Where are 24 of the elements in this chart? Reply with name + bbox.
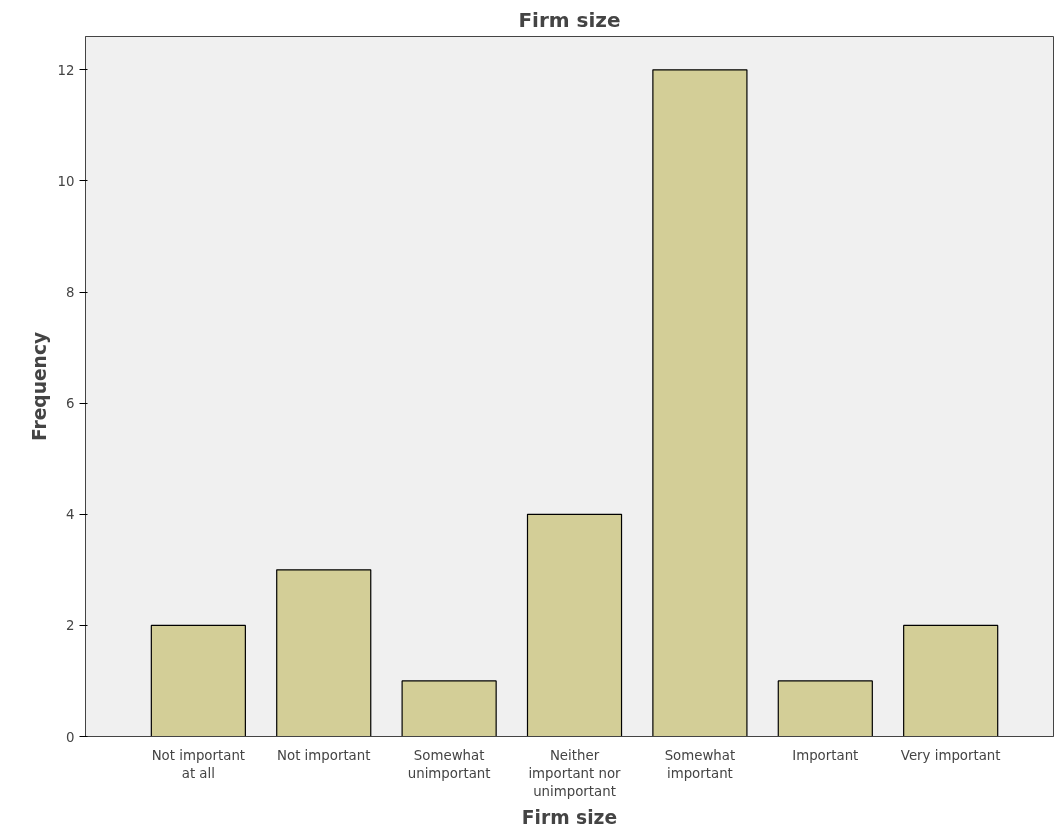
x-tick-label: Important bbox=[792, 747, 859, 763]
x-axis-title: Firm size bbox=[521, 806, 618, 828]
x-tick-label: Not important at all bbox=[151, 747, 246, 781]
y-tick-label: 12 bbox=[57, 62, 75, 78]
bar bbox=[401, 680, 497, 737]
bar bbox=[276, 569, 372, 737]
bar bbox=[526, 513, 623, 737]
chart-title: Firm size bbox=[518, 7, 621, 32]
x-tick-label: Not important bbox=[277, 747, 371, 763]
bar bbox=[652, 69, 748, 737]
bar bbox=[903, 624, 999, 737]
x-tick-label: Somewhat important bbox=[664, 747, 736, 781]
x-tick-label: Very important bbox=[900, 747, 1001, 763]
y-tick-label: 2 bbox=[66, 618, 75, 634]
bar bbox=[150, 624, 246, 737]
x-tick-label: Neither important nor unimportant bbox=[528, 747, 622, 799]
y-tick-label: 10 bbox=[57, 173, 75, 189]
y-tick-label: 4 bbox=[66, 507, 75, 523]
y-tick-label: 0 bbox=[66, 729, 75, 745]
y-axis-title: Frequency bbox=[28, 331, 50, 442]
y-tick-label: 6 bbox=[66, 396, 75, 412]
bar bbox=[777, 680, 873, 737]
y-tick-label: 8 bbox=[66, 285, 75, 301]
x-tick-label: Somewhat unimportant bbox=[407, 747, 491, 781]
